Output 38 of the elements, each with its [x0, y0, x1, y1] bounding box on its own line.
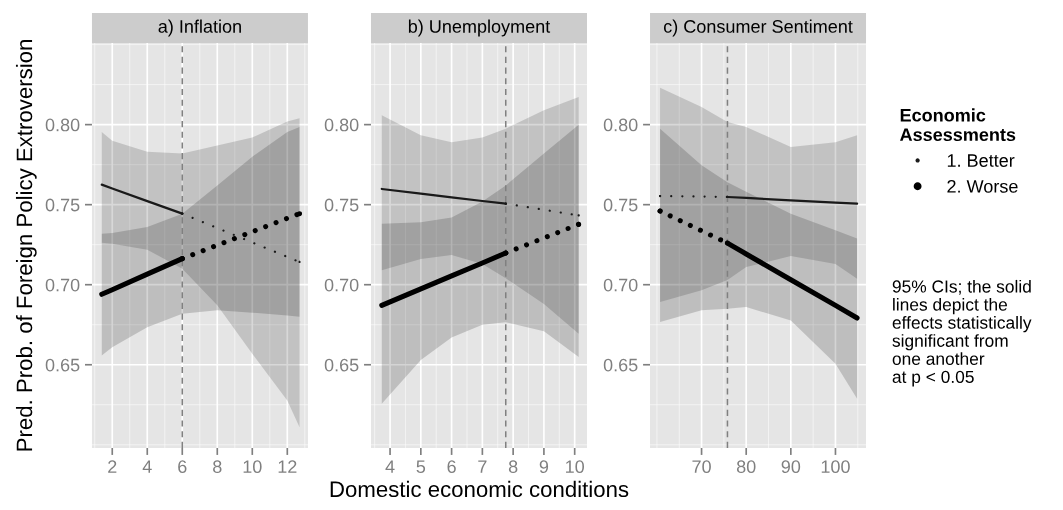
x-tick-label: 70	[692, 460, 711, 474]
x-tick-label: 10	[566, 460, 585, 474]
chart-title: c) Consumer Sentiment	[663, 19, 853, 37]
y-tick-label: 0.65	[324, 358, 359, 372]
y-tick-label: 0.75	[45, 198, 80, 212]
y-tick-label: 0.70	[45, 278, 80, 292]
x-tick-label: 90	[781, 460, 801, 474]
x-tick-label: 6	[178, 460, 187, 474]
y-tick-label: 0.75	[324, 198, 359, 212]
x-tick-label: 10	[243, 460, 262, 474]
y-tick-label: 0.75	[603, 198, 638, 212]
y-tick-label: 0.80	[45, 118, 80, 132]
chart-title: a) Inflation	[158, 19, 241, 37]
x-tick-label: 2	[108, 460, 117, 473]
text: 95% CIs; the solid lines depict the effects statistically significant from one another at p < 0.05	[892, 279, 1032, 387]
x-tick-label: 12	[278, 460, 297, 473]
legend-title: Economic Assessments	[900, 108, 1016, 142]
legend-label: 2. Worse	[947, 179, 1018, 193]
x-tick-label: 7	[478, 460, 487, 473]
x-tick-label: 4	[385, 460, 395, 473]
x-tick-label: 80	[736, 460, 756, 474]
legend-label: 1. Better	[947, 154, 1015, 167]
y-tick-label: 0.65	[603, 358, 638, 372]
x-tick-label: 9	[539, 460, 549, 474]
x-tick-label: 8	[213, 460, 222, 474]
chart-title: b) Unemployment	[408, 19, 551, 37]
x-tick-label: 8	[508, 460, 518, 474]
y-tick-label: 0.65	[45, 358, 80, 372]
x-axis-title: Domestic economic conditions	[330, 480, 629, 498]
x-tick-label: 5	[416, 460, 426, 474]
x-tick-label: 100	[821, 460, 850, 474]
x-tick-label: 6	[447, 460, 456, 474]
x-tick-label: 4	[142, 460, 152, 473]
y-tick-label: 0.80	[603, 118, 638, 132]
y-axis-title: Pred. Prob. of Foreign Policy Extroversion	[15, 40, 37, 451]
y-tick-label: 0.70	[603, 278, 638, 292]
y-tick-label: 0.80	[324, 118, 359, 132]
y-tick-label: 0.70	[324, 278, 359, 292]
